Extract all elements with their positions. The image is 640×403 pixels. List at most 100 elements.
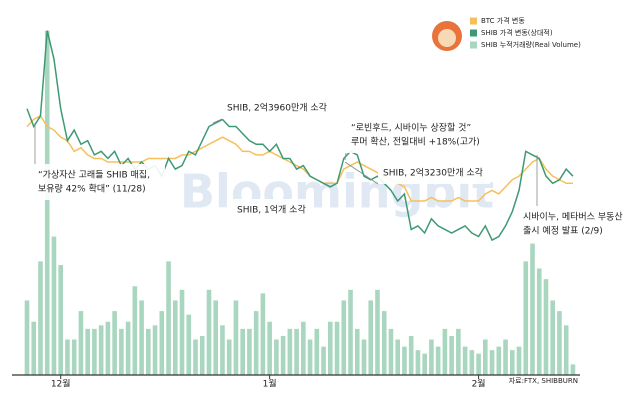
- volume-bar: [388, 328, 394, 375]
- price-line: [26, 30, 574, 242]
- volume-bar: [321, 346, 326, 375]
- volume-bar: [509, 350, 515, 375]
- volume-bar: [489, 350, 495, 375]
- volume-bar: [152, 325, 158, 375]
- volume-bar: [361, 339, 367, 375]
- volume-bar: [334, 321, 340, 375]
- volume-bar: [240, 328, 245, 375]
- volume-bar: [307, 339, 313, 375]
- annotation-box: [378, 162, 490, 184]
- volume-bar: [563, 325, 569, 375]
- annotation-text: 보유량 42% 확대” (11/28): [38, 183, 146, 195]
- volume-bar: [166, 261, 171, 375]
- annotation-box: [518, 206, 626, 242]
- volume-bar: [172, 300, 178, 375]
- volume-bar: [112, 311, 117, 375]
- logo-face: [438, 29, 456, 47]
- volume-bar: [267, 321, 272, 375]
- volume-bar: [415, 350, 421, 375]
- x-tick-label: 12월: [51, 378, 71, 390]
- annotation-pointer: [344, 161, 379, 185]
- annotation-text: 출시 예정 발표 (2/9): [523, 226, 603, 237]
- volume-bar: [557, 311, 562, 375]
- volume-bar: [536, 268, 542, 375]
- volume-bar: [503, 339, 508, 375]
- volume-bar: [260, 293, 266, 375]
- volume-bar: [294, 328, 299, 375]
- volume-bar: [253, 311, 259, 375]
- volume-bar: [287, 328, 293, 375]
- volume-bar: [92, 328, 97, 375]
- volume-bar: [483, 339, 488, 375]
- volume-bar: [199, 335, 205, 375]
- volume-bar: [139, 300, 144, 375]
- volume-bar: [274, 339, 279, 375]
- volume-bar: [550, 300, 556, 375]
- legend-swatch: [470, 29, 477, 37]
- volume-bar: [247, 328, 252, 375]
- volume-bar: [456, 328, 461, 375]
- volume-bar: [119, 328, 124, 375]
- annotation-box: [232, 199, 312, 221]
- volume-bar: [523, 261, 529, 375]
- annotation-box: [222, 97, 334, 119]
- volume-bar: [206, 289, 212, 375]
- volume-bar: [31, 321, 37, 375]
- volume-bar: [179, 289, 185, 375]
- volume-bar: [408, 335, 414, 375]
- volume-bar: [193, 339, 198, 375]
- volume-bar: [442, 328, 448, 375]
- volume-bar: [125, 321, 131, 375]
- volume-bar: [402, 346, 407, 375]
- volume-bar: [98, 325, 104, 375]
- annotation-box: [346, 117, 486, 153]
- volume-bar: [226, 339, 232, 375]
- volume-bar: [462, 346, 468, 375]
- annotation-box: [33, 164, 165, 200]
- annotation-text: “가상자산 고래들 SHIB 매집,: [38, 169, 150, 181]
- volume-bar: [51, 236, 57, 375]
- volume-bar: [422, 353, 427, 375]
- volume-bar: [186, 314, 192, 375]
- annotation-text: SHIB, 2억3230만개 소각: [383, 167, 483, 179]
- annotation-text: 시바이누, 메타버스 부동산: [523, 212, 623, 223]
- volume-bar: [530, 243, 535, 375]
- legend-swatch: [470, 41, 477, 49]
- volume-bar: [496, 346, 502, 375]
- volume-bar: [375, 289, 380, 375]
- volume-bar: [348, 289, 353, 375]
- volume-bar: [146, 328, 151, 375]
- volume-bar: [105, 321, 111, 375]
- legend-swatch: [470, 17, 477, 25]
- volume-bar: [429, 339, 434, 375]
- volume-bar: [220, 325, 225, 375]
- volume-bar: [516, 346, 522, 375]
- annotation-text: “로빈후드, 시바이누 상장할 것”: [351, 123, 471, 134]
- logo: [432, 21, 462, 51]
- x-tick-label: 2월: [472, 378, 486, 390]
- volume-bar: [469, 350, 475, 375]
- volume-bar: [71, 339, 77, 375]
- volume-bar: [159, 311, 165, 375]
- volume-bar: [38, 261, 43, 375]
- volume-bar: [44, 30, 50, 376]
- annotation-pointer: [212, 118, 223, 124]
- volume-bar: [78, 311, 84, 375]
- legend-label: SHIB 누적거래량(Real Volume): [481, 40, 581, 49]
- volume-bar: [301, 321, 306, 375]
- volume-bar: [543, 279, 549, 375]
- annotation-text: SHIB, 1억개 소각: [237, 204, 306, 216]
- annotation-pointer: [344, 152, 347, 161]
- volume-bar: [58, 264, 63, 375]
- volume-bar: [328, 321, 333, 375]
- volume-bar: [314, 328, 320, 375]
- legend-label: BTC 가격 변동: [481, 16, 525, 25]
- volume-bar: [395, 339, 400, 375]
- volume-bar: [435, 346, 441, 375]
- volume-bar: [449, 335, 454, 375]
- volume-bar: [65, 339, 70, 375]
- volume-bar: [476, 353, 481, 375]
- volume-bar: [132, 286, 138, 375]
- volume-bar: [354, 328, 360, 375]
- legend-label: SHIB 가격 변동(상대적): [481, 28, 553, 37]
